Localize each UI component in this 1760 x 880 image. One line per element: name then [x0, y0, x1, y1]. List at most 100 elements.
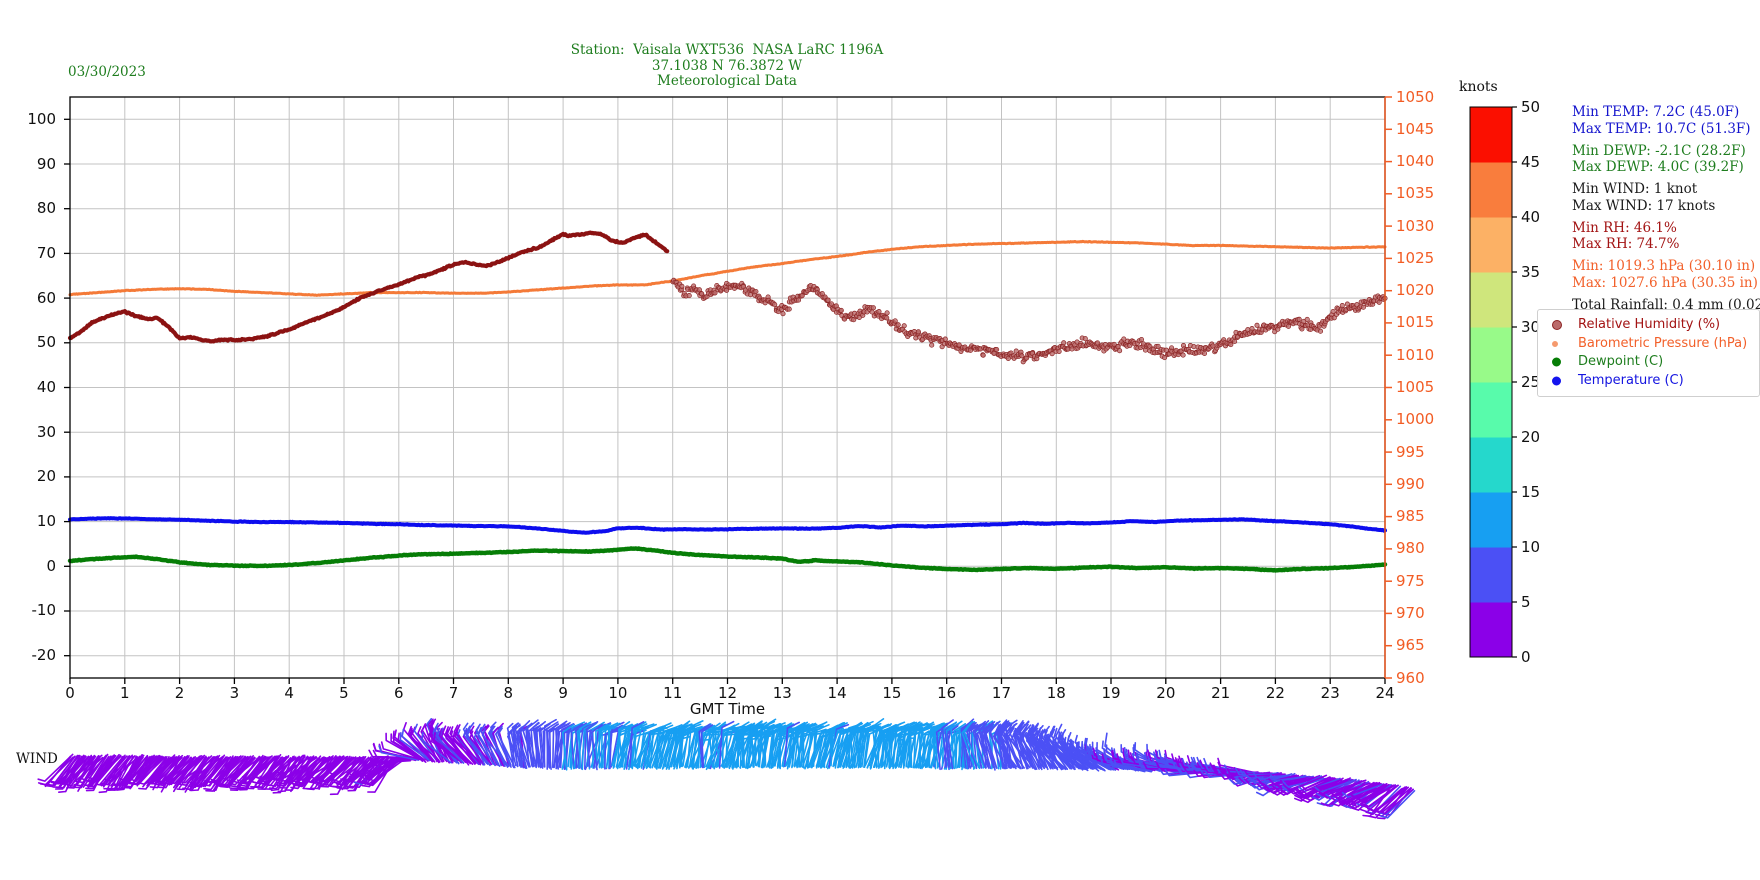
rh-scatter-point: [1180, 352, 1186, 358]
rh-scatter-point: [1232, 338, 1238, 345]
x-tick-label: 7: [448, 684, 459, 702]
wind-barb: [934, 723, 947, 769]
wind-barb: [678, 720, 691, 768]
rh-scatter-point: [870, 305, 876, 311]
legend-item[interactable]: Relative Humidity (%): [1538, 316, 1759, 334]
rh-scatter-point: [1111, 341, 1117, 347]
wind-barb: [607, 722, 621, 769]
wind-barb: [477, 728, 501, 767]
wind-barb: [763, 718, 777, 766]
title-line-subtitle: Meteorological Data: [657, 73, 797, 89]
wind-barb: [598, 723, 612, 768]
legend-item[interactable]: Dewpoint (C): [1538, 353, 1759, 371]
wind-barb: [988, 721, 1006, 769]
wind-barb: [37, 756, 74, 786]
wind-barb: [625, 729, 645, 770]
wind-barb: [1361, 784, 1399, 808]
y-left-tick-label: -10: [31, 601, 57, 620]
wind-barb: [700, 724, 714, 769]
colorbar-tick-label: 0: [1521, 647, 1531, 666]
stat-line: Max: 1027.6 hPa (30.35 in): [1572, 274, 1758, 291]
wind-barb: [718, 720, 735, 769]
y-right-tick-label: 1030: [1396, 216, 1435, 235]
rh-scatter-point: [1049, 351, 1055, 357]
rh-scatter-point: [1138, 336, 1145, 343]
wind-barb: [450, 730, 479, 764]
rh-scatter-point: [1249, 326, 1255, 332]
wind-barb: [213, 756, 240, 784]
legend-label: Dewpoint (C): [1578, 354, 1664, 369]
wind-barb: [367, 758, 406, 782]
colorbar-tick-label: 20: [1521, 427, 1541, 446]
rh-scatter-point: [942, 336, 948, 342]
rh-scatter-point: [1191, 344, 1197, 350]
wind-barb: [736, 721, 750, 768]
colorbar-tick-label: 5: [1521, 592, 1531, 611]
wind-row-label: WIND: [16, 751, 58, 767]
rh-scatter-point: [1019, 353, 1025, 359]
wind-barb: [600, 725, 615, 769]
rh-scatter-point: [679, 283, 685, 289]
x-tick-label: 20: [1156, 684, 1176, 702]
legend-marker-dot: [1552, 320, 1562, 330]
y-left-tick-label: 30: [36, 422, 56, 441]
colorbar-segment: [1470, 327, 1512, 383]
wind-barb: [399, 732, 431, 762]
colorbar-segment: [1470, 547, 1512, 603]
y-left-tick-label: 0: [46, 556, 56, 575]
x-tick-label: 5: [339, 684, 349, 702]
wind-barb: [546, 723, 559, 770]
wind-barb: [380, 741, 421, 761]
wind-barb: [512, 722, 525, 769]
x-tick-label: 18: [1046, 684, 1066, 702]
wind-barb: [210, 755, 246, 783]
wind-barb: [378, 745, 420, 761]
wind-barb: [1026, 727, 1055, 769]
wind-barb: [455, 726, 482, 766]
rh-scatter-point: [825, 297, 831, 303]
wind-barb: [1349, 784, 1391, 800]
rh-scatter-point: [1360, 304, 1366, 310]
wind-barb: [241, 755, 278, 780]
wind-barb: [409, 729, 440, 761]
rh-scatter-point: [1201, 350, 1208, 356]
colorbar-segment: [1470, 437, 1512, 493]
wind-barb: [85, 755, 122, 784]
wind-barb: [119, 755, 157, 782]
wind-barb: [769, 724, 787, 769]
legend-item[interactable]: Barometric Pressure (hPa): [1538, 335, 1759, 353]
wind-barb: [452, 731, 484, 765]
colorbar-tick-label: 10: [1521, 537, 1541, 556]
y-right-tick-label: 1025: [1396, 248, 1435, 267]
stat-line: Min WIND: 1 knot: [1572, 181, 1698, 197]
y-right-tick-label: 1005: [1396, 378, 1435, 396]
rh-scatter-point: [753, 288, 759, 295]
wind-barb: [155, 754, 184, 782]
wind-barb: [980, 723, 992, 770]
wind-barb: [941, 719, 954, 768]
stat-line: Max TEMP: 10.7C (51.3F): [1572, 120, 1751, 137]
stat-line: Max WIND: 17 knots: [1572, 197, 1716, 214]
wind-barb: [497, 727, 516, 769]
y-left-tick-label: 40: [36, 378, 56, 396]
colorbar-tick-label: 30: [1521, 317, 1541, 336]
wind-barb: [278, 756, 318, 779]
y-right-tick-label: 965: [1396, 636, 1425, 655]
wind-barb: [1010, 727, 1037, 770]
x-axis-label: GMT Time: [689, 700, 766, 718]
rh-scatter-point: [1121, 336, 1127, 342]
x-tick-label: 15: [882, 684, 902, 702]
y-right-tick-label: 960: [1396, 668, 1425, 687]
title-line-coords: 37.1038 N 76.3872 W: [651, 57, 803, 74]
legend-item[interactable]: Temperature (C): [1538, 372, 1759, 390]
x-tick-label: 3: [229, 684, 240, 702]
wind-barb: [633, 721, 647, 767]
wind-barb: [856, 721, 869, 768]
rh-scatter-point: [786, 306, 792, 312]
wind-barb: [60, 755, 94, 783]
legend-label: Relative Humidity (%): [1578, 317, 1721, 332]
rh-scatter-point: [994, 346, 1000, 353]
rh-scatter-point: [1299, 326, 1305, 332]
wind-barb: [288, 756, 325, 786]
